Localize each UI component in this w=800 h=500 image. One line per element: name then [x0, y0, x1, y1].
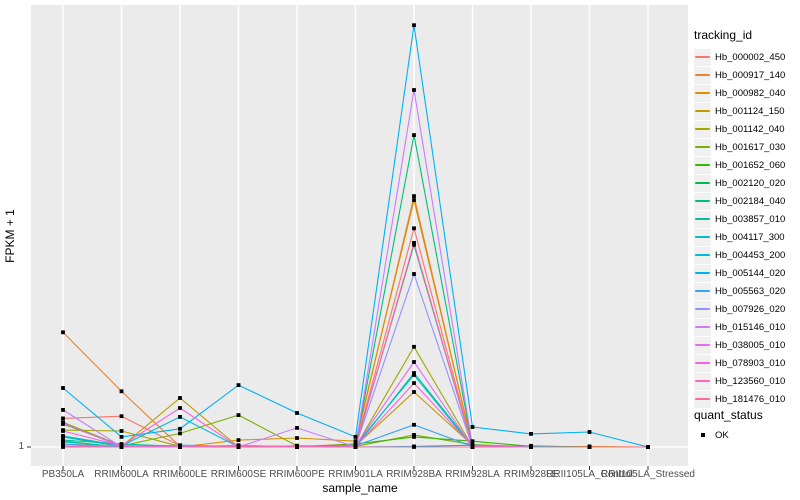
legend-entry: Hb_000982_040 — [694, 84, 798, 102]
legend-entry-label: Hb_004117_300 — [715, 231, 785, 243]
legend-entry-label: Hb_000002_450 — [715, 51, 786, 63]
legend-entry-label: Hb_003857_010 — [715, 213, 786, 225]
legend-entry-label: Hb_001652_060 — [715, 159, 786, 171]
legend-key-line-icon — [694, 282, 711, 300]
legend-entry-label: Hb_002120_020 — [715, 177, 786, 189]
legend-key-line-icon — [694, 174, 711, 192]
legend-entry: Hb_001617_030 — [694, 138, 798, 156]
legend-key-line-icon — [694, 264, 711, 282]
legend-entry-label: Hb_007926_020 — [715, 303, 786, 315]
legend-entry-label: Hb_078903_010 — [715, 357, 786, 369]
x-tick-label: RRIM600LE — [152, 469, 208, 480]
y-tick-label: 1 — [18, 441, 24, 452]
legend-entry: Hb_123560_010 — [694, 372, 798, 390]
legend-entry-label: Hb_181476_010 — [715, 393, 786, 405]
legend-key-line-icon — [694, 300, 711, 318]
legend-entry-label: Hb_001124_150 — [715, 105, 785, 117]
legend-entry-label: Hb_001142_040 — [715, 123, 785, 135]
legend-entry: Hb_007926_020 — [694, 300, 798, 318]
legend-entry-label: Hb_000982_040 — [715, 87, 786, 99]
legend-key-line-icon — [694, 210, 711, 228]
x-tick-label: RRIM928LA — [445, 469, 500, 480]
black-square-point-icon — [694, 427, 711, 444]
legend-entry: Hb_078903_010 — [694, 354, 798, 372]
legend-entry-label: Hb_005144_020 — [715, 267, 786, 279]
x-tick-label: RRII105LA_Stressed — [601, 469, 695, 480]
legend-key-line-icon — [694, 66, 711, 84]
legend: tracking_id Hb_000002_450 Hb_000917_140 Hb… — [694, 28, 798, 444]
legend-entry: Hb_181476_010 — [694, 390, 798, 408]
x-tick-label: RRII105LA_Control — [546, 469, 633, 480]
legend-entry: Hb_005563_020 — [694, 282, 798, 300]
legend-entry-label: Hb_002184_040 — [715, 195, 786, 207]
legend-entry-label: Hb_015146_010 — [715, 321, 786, 333]
quant-status-entry: OK — [694, 426, 798, 444]
legend-key-line-icon — [694, 192, 711, 210]
legend-entry: Hb_001142_040 — [694, 120, 798, 138]
legend-key-line-icon — [694, 318, 711, 336]
legend-key-line-icon — [694, 48, 711, 66]
legend-entry-label: Hb_000917_140 — [715, 69, 786, 81]
quant-status-entries: OK — [694, 426, 798, 444]
legend-entry: Hb_004117_300 — [694, 228, 798, 246]
legend-key-line-icon — [694, 120, 711, 138]
legend-entry-label: Hb_123560_010 — [715, 375, 786, 387]
legend-entry-label: Hb_005563_020 — [715, 285, 786, 297]
x-tick-label: RRIM928LE — [503, 469, 559, 480]
legend-entry-label: Hb_004453_200 — [715, 249, 786, 261]
x-tick-label: RRIM901LA — [328, 469, 383, 480]
x-axis-title: sample_name — [322, 481, 398, 495]
legend-key-line-icon — [694, 84, 711, 102]
legend-entry: Hb_004453_200 — [694, 246, 798, 264]
legend-key-line-icon — [694, 354, 711, 372]
y-axis-title: FPKM + 1 — [3, 209, 17, 263]
legend-entry: Hb_003857_010 — [694, 210, 798, 228]
legend-entry: Hb_038005_010 — [694, 336, 798, 354]
legend-entry: Hb_001652_060 — [694, 156, 798, 174]
legend-entry: Hb_002120_020 — [694, 174, 798, 192]
quant-status-label: OK — [715, 429, 729, 441]
legend-key-line-icon — [694, 372, 711, 390]
legend-entry-label: Hb_038005_010 — [715, 339, 786, 351]
x-tick-label: RRIM600LA — [94, 469, 149, 480]
legend-key-line-icon — [694, 336, 711, 354]
x-tick-label: RRIM928BA — [386, 469, 442, 480]
x-tick-label: PB350LA — [41, 469, 85, 480]
legend-title-quant-status: quant_status — [694, 408, 763, 422]
legend-entry: Hb_015146_010 — [694, 318, 798, 336]
legend-key-line-icon — [694, 102, 711, 120]
legend-entry: Hb_001124_150 — [694, 102, 798, 120]
legend-entry: Hb_002184_040 — [694, 192, 798, 210]
legend-title-tracking-id: tracking_id — [694, 28, 753, 42]
legend-key-line-icon — [694, 246, 711, 264]
legend-entry-label: Hb_001617_030 — [715, 141, 786, 153]
legend-entry: Hb_000917_140 — [694, 66, 798, 84]
x-tick-label: RRIM600PE — [269, 469, 325, 480]
legend-key-line-icon — [694, 228, 711, 246]
legend-entries: Hb_000002_450 Hb_000917_140 Hb_000982_040 H… — [694, 48, 798, 408]
legend-entry: Hb_000002_450 — [694, 48, 798, 66]
x-tick-label: RRIM600SE — [210, 469, 267, 480]
legend-key-line-icon — [694, 390, 711, 408]
legend-key-line-icon — [694, 156, 711, 174]
legend-entry: Hb_005144_020 — [694, 264, 798, 282]
legend-key-line-icon — [694, 138, 711, 156]
